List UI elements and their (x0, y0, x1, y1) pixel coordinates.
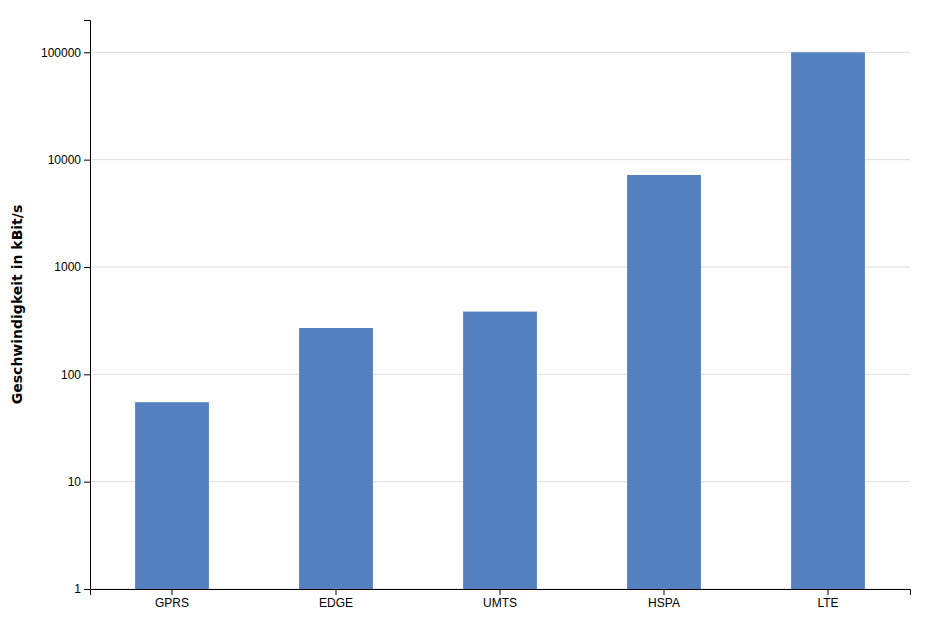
tick-label: EDGE (319, 596, 353, 610)
x-tick: LTE (817, 589, 838, 610)
tick-label: 10 (68, 475, 82, 489)
tick-label: 1000 (54, 260, 81, 274)
bar (135, 402, 209, 589)
axis-line (84, 21, 91, 590)
bar (463, 312, 537, 589)
bar (299, 328, 373, 589)
tick-mark (84, 52, 90, 53)
grid-line (90, 159, 910, 160)
tick-mark (828, 589, 829, 595)
tick-mark (84, 482, 90, 483)
tick-mark (500, 589, 501, 595)
tick-label: GPRS (155, 596, 189, 610)
tick-label: 100000 (41, 46, 81, 60)
x-axis: GPRS EDGE UMTS HSPA LTE (91, 589, 911, 610)
chart-svg: GPRS EDGE UMTS HSPA LTE 1 10 100 1000 10000 100000… (0, 0, 930, 629)
y-tick: 1000 (54, 260, 90, 274)
y-tick: 10 (68, 475, 90, 489)
bar (791, 52, 865, 589)
chart-container: GPRS EDGE UMTS HSPA LTE 1 10 100 1000 10000 100000… (0, 0, 930, 629)
y-tick: 10000 (48, 153, 90, 167)
bars (135, 52, 865, 589)
x-tick: EDGE (319, 589, 353, 610)
tick-mark (84, 267, 90, 268)
grid (90, 52, 910, 589)
tick-label: 100 (61, 368, 81, 382)
tick-label: UMTS (483, 596, 517, 610)
bar (627, 175, 701, 589)
tick-label: 1 (74, 582, 81, 596)
y-axis-title: Geschwindigkeit in kBit/s (9, 205, 25, 404)
x-tick: UMTS (483, 589, 517, 610)
x-tick: HSPA (648, 589, 680, 610)
axis-line (91, 590, 911, 596)
tick-mark (84, 589, 90, 590)
grid-line (90, 52, 910, 53)
y-tick: 1 (74, 582, 90, 596)
plot: GPRS EDGE UMTS HSPA LTE 1 10 100 1000 10000 100000 (41, 21, 911, 610)
grid-line (90, 266, 910, 267)
y-tick: 100 (61, 368, 90, 382)
tick-label: 10000 (48, 153, 82, 167)
tick-mark (84, 374, 90, 375)
x-tick: GPRS (155, 589, 189, 610)
tick-mark (84, 160, 90, 161)
tick-label: LTE (817, 596, 838, 610)
tick-mark (336, 589, 337, 595)
y-tick: 100000 (41, 46, 90, 60)
tick-mark (664, 589, 665, 595)
y-axis: 1 10 100 1000 10000 100000 (41, 21, 91, 597)
tick-mark (172, 589, 173, 595)
tick-label: HSPA (648, 596, 680, 610)
